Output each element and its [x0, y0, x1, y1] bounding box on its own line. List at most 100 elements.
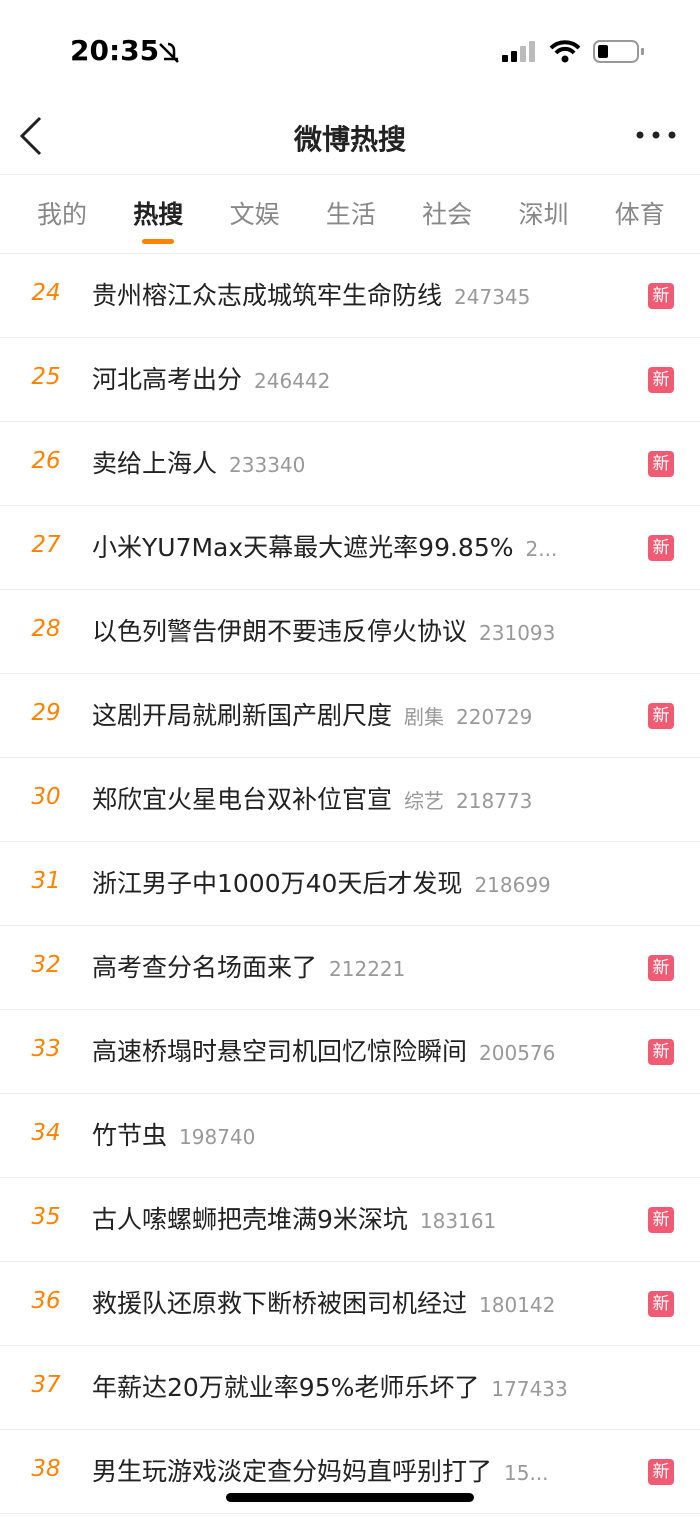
- item-title: 河北高考出分: [92, 365, 243, 394]
- hot-item[interactable]: 28 以色列警告伊朗不要违反停火协议 231093: [0, 590, 700, 674]
- new-badge: 新: [648, 283, 674, 309]
- item-title: 高速桥塌时悬空司机回忆惊险瞬间: [92, 1037, 468, 1066]
- rank: 32: [31, 952, 61, 978]
- hot-item[interactable]: 24 贵州榕江众志成城筑牢生命防线 247345 新: [0, 254, 700, 338]
- status-icons: [159, 40, 644, 63]
- item-title: 救援队还原救下断桥被困司机经过: [92, 1289, 468, 1318]
- item-count: 2...: [525, 537, 558, 561]
- item-title: 古人嗦螺蛳把壳堆满9米深坑: [92, 1205, 408, 1234]
- item-count: 198740: [179, 1125, 256, 1149]
- item-count: 180142: [479, 1293, 556, 1317]
- new-badge: 新: [648, 1207, 674, 1233]
- item-body: 卖给上海人 233340: [92, 444, 622, 480]
- item-count: 212221: [329, 957, 406, 981]
- new-badge: 新: [648, 367, 674, 393]
- new-badge: 新: [648, 451, 674, 477]
- tab[interactable]: 文娱: [229, 200, 280, 229]
- item-title: 贵州榕江众志成城筑牢生命防线: [92, 281, 443, 310]
- item-body: 贵州榕江众志成城筑牢生命防线 247345: [92, 276, 622, 312]
- hot-item[interactable]: 38 男生玩游戏淡定查分妈妈直呼别打了 15... 新: [0, 1430, 700, 1514]
- item-tag: 综艺: [404, 789, 445, 813]
- rank: 31: [31, 868, 61, 894]
- item-body: 年薪达20万就业率95%老师乐坏了 177433: [92, 1368, 622, 1404]
- item-count: 218773: [456, 789, 533, 813]
- item-body: 浙江男子中1000万40天后才发现 218699: [92, 864, 622, 900]
- item-tag: 剧集: [404, 705, 445, 729]
- hot-item[interactable]: 29 这剧开局就刷新国产剧尺度 剧集 220729 新: [0, 674, 700, 758]
- item-count: 177433: [491, 1377, 568, 1401]
- item-count: 247345: [454, 285, 531, 309]
- rank: 30: [31, 784, 61, 810]
- hot-item[interactable]: 30 郑欣宜火星电台双补位官宣 综艺 218773: [0, 758, 700, 842]
- hot-item[interactable]: 27 小米YU7Max天幕最大遮光率99.85% 2... 新: [0, 506, 700, 590]
- rank: 29: [31, 700, 61, 726]
- tab[interactable]: 热搜: [118, 195, 198, 244]
- hot-item[interactable]: 25 河北高考出分 246442 新: [0, 338, 700, 422]
- item-count: 183161: [419, 1209, 497, 1233]
- new-badge: 新: [648, 1039, 674, 1065]
- rank: 38: [31, 1456, 61, 1482]
- item-body: 男生玩游戏淡定查分妈妈直呼别打了 15...: [92, 1452, 622, 1488]
- item-count: 218699: [474, 873, 551, 897]
- page-title: 微博热搜: [293, 123, 406, 156]
- item-body: 小米YU7Max天幕最大遮光率99.85% 2...: [92, 528, 622, 564]
- item-body: 古人嗦螺蛳把壳堆满9米深坑 183161: [92, 1200, 622, 1236]
- rank: 36: [31, 1288, 61, 1314]
- item-body: 以色列警告伊朗不要违反停火协议 231093: [92, 612, 622, 648]
- new-badge: 新: [648, 703, 674, 729]
- hot-item[interactable]: 26 卖给上海人 233340 新: [0, 422, 700, 506]
- item-count: 233340: [229, 453, 306, 477]
- item-body: 救援队还原救下断桥被困司机经过 180142: [92, 1284, 622, 1320]
- hot-item[interactable]: 34 竹节虫 198740: [0, 1094, 700, 1178]
- new-badge: 新: [648, 1459, 674, 1485]
- item-body: 河北高考出分 246442: [92, 360, 622, 396]
- hot-item[interactable]: 33 高速桥塌时悬空司机回忆惊险瞬间 200576 新: [0, 1010, 700, 1094]
- item-title: 男生玩游戏淡定查分妈妈直呼别打了: [92, 1457, 493, 1486]
- home-indicator: [226, 1493, 474, 1502]
- item-count: 231093: [479, 621, 556, 645]
- item-title: 年薪达20万就业率95%老师乐坏了: [92, 1373, 480, 1402]
- tab[interactable]: 社会: [422, 200, 473, 229]
- tab[interactable]: 我的: [36, 200, 87, 229]
- more-button[interactable]: [636, 131, 676, 139]
- back-button[interactable]: [19, 116, 42, 156]
- new-badge: 新: [648, 1291, 674, 1317]
- rank: 34: [31, 1120, 61, 1146]
- item-title: 卖给上海人: [92, 449, 218, 478]
- rank: 25: [31, 364, 61, 390]
- item-body: 郑欣宜火星电台双补位官宣 综艺 218773: [92, 780, 622, 816]
- hot-item[interactable]: 35 古人嗦螺蛳把壳堆满9米深坑 183161 新: [0, 1178, 700, 1262]
- hot-item[interactable]: 37 年薪达20万就业率95%老师乐坏了 177433: [0, 1346, 700, 1430]
- hot-item[interactable]: 36 救援队还原救下断桥被困司机经过 180142 新: [0, 1262, 700, 1346]
- nav-bar: 微博热搜: [0, 96, 700, 175]
- item-count: 220729: [456, 705, 533, 729]
- item-count: 246442: [254, 369, 331, 393]
- item-title: 以色列警告伊朗不要违反停火协议: [92, 617, 468, 646]
- item-body: 这剧开局就刷新国产剧尺度 剧集 220729: [92, 696, 622, 732]
- item-title: 小米YU7Max天幕最大遮光率99.85%: [92, 533, 514, 562]
- item-title: 浙江男子中1000万40天后才发现: [92, 869, 463, 898]
- rank: 35: [31, 1204, 61, 1230]
- hot-item[interactable]: 32 高考查分名场面来了 212221 新: [0, 926, 700, 1010]
- item-body: 高考查分名场面来了 212221: [92, 948, 622, 984]
- item-body: 高速桥塌时悬空司机回忆惊险瞬间 200576: [92, 1032, 622, 1068]
- tab[interactable]: 体育: [614, 200, 665, 229]
- new-badge: 新: [648, 535, 674, 561]
- rank: 27: [31, 532, 61, 558]
- tab[interactable]: 生活: [325, 200, 376, 229]
- item-count: 200576: [479, 1041, 556, 1065]
- item-body: 竹节虫 198740: [92, 1116, 622, 1152]
- rank: 28: [31, 616, 61, 642]
- rank: 26: [31, 448, 61, 474]
- item-title: 这剧开局就刷新国产剧尺度: [92, 701, 393, 730]
- time: 20:35: [70, 34, 160, 67]
- tab[interactable]: 深圳: [518, 200, 569, 229]
- nav-icons: [19, 116, 676, 156]
- item-title: 竹节虫: [92, 1121, 168, 1150]
- item-count: 15...: [504, 1461, 549, 1485]
- hot-item[interactable]: 31 浙江男子中1000万40天后才发现 218699: [0, 842, 700, 926]
- new-badge: 新: [648, 955, 674, 981]
- tab-bar: 我的 热搜 文娱 生活 社会 深圳 体育: [0, 175, 700, 254]
- item-title: 郑欣宜火星电台双补位官宣: [92, 785, 393, 814]
